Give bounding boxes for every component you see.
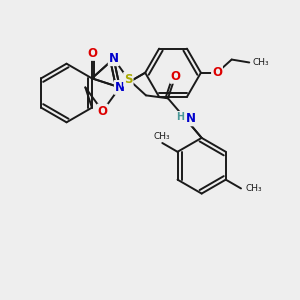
Text: S: S bbox=[124, 73, 133, 86]
Text: N: N bbox=[185, 112, 195, 125]
Text: O: O bbox=[98, 105, 108, 118]
Text: CH₃: CH₃ bbox=[246, 184, 262, 193]
Text: CH₃: CH₃ bbox=[154, 132, 171, 141]
Text: N: N bbox=[109, 52, 119, 65]
Text: O: O bbox=[212, 66, 222, 79]
Text: O: O bbox=[87, 47, 97, 60]
Text: N: N bbox=[115, 81, 125, 94]
Text: O: O bbox=[170, 70, 180, 83]
Text: H: H bbox=[176, 112, 184, 122]
Text: CH₃: CH₃ bbox=[253, 58, 269, 67]
